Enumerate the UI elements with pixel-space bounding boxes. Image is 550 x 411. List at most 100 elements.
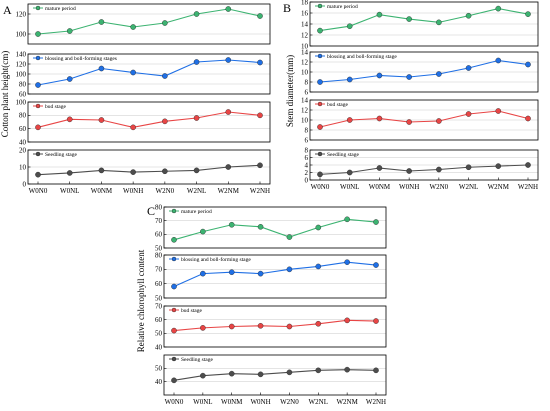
data-point — [257, 59, 263, 66]
data-point — [171, 327, 177, 334]
subplot-frame — [309, 1, 539, 47]
data-point — [525, 115, 531, 122]
x-tick-label: W0NH — [250, 398, 270, 406]
data-point — [162, 168, 168, 175]
subplot-frame — [27, 101, 271, 143]
data-point — [436, 71, 442, 77]
data-point — [35, 31, 41, 37]
y-tick-label: 70 — [155, 217, 163, 225]
data-point — [162, 118, 168, 125]
legend-label: blossing and boll-forming stage — [181, 256, 251, 263]
y-tick-label: 14 — [301, 96, 309, 104]
data-point — [436, 19, 442, 26]
data-point — [130, 124, 136, 131]
data-point — [525, 11, 531, 17]
y-tick-label: 10 — [19, 163, 27, 171]
data-point — [376, 115, 383, 122]
data-point — [225, 109, 232, 115]
y-tick-label: 40 — [155, 378, 163, 386]
data-point — [225, 57, 232, 63]
legend-label: bud stage — [181, 308, 202, 314]
x-tick-label: W0N0 — [29, 187, 48, 195]
data-point — [495, 57, 502, 64]
data-point — [346, 76, 353, 83]
y-tick-label: 10 — [301, 68, 309, 76]
subplot-frame — [27, 53, 271, 95]
data-point — [200, 325, 206, 331]
series-line — [173, 369, 377, 381]
series-line — [173, 218, 377, 241]
data-point — [200, 270, 206, 277]
series-line — [319, 8, 529, 32]
y-tick-label: 20 — [19, 146, 27, 154]
legend-marker — [317, 53, 323, 59]
data-point — [495, 108, 502, 114]
data-point — [286, 369, 293, 376]
legend-label: Seedling stage — [327, 152, 359, 158]
data-point — [344, 216, 350, 223]
data-point — [66, 28, 73, 34]
x-tick-label: W2NH — [250, 187, 270, 195]
x-tick-label: W0NH — [123, 187, 143, 195]
x-tick-label: W2N0 — [280, 398, 299, 406]
panel-letter: B — [283, 1, 291, 15]
data-point — [376, 165, 383, 171]
y-tick-label: 16 — [301, 9, 309, 17]
subplot-frame — [309, 149, 539, 181]
legend-marker — [35, 103, 41, 109]
y-tick-label: 100 — [16, 70, 27, 78]
y-tick-label: 60 — [155, 280, 163, 288]
y-tick-label: 80 — [19, 80, 27, 88]
x-tick-label: W2NH — [518, 183, 538, 191]
y-tick-label: 6 — [305, 88, 309, 96]
legend-marker — [171, 356, 177, 362]
y-tick-label: 120 — [16, 60, 27, 68]
data-point — [98, 65, 105, 72]
subplot-frame — [309, 51, 539, 93]
legend-marker — [317, 151, 323, 157]
data-point — [257, 224, 264, 230]
legend-label: Seedling stage — [45, 152, 77, 158]
data-point — [35, 124, 41, 131]
data-point — [162, 73, 168, 79]
legend-marker — [35, 151, 41, 157]
data-point — [465, 164, 472, 171]
y-tick-label: 2 — [305, 169, 309, 177]
legend-label: bud stage — [327, 102, 348, 108]
data-point — [171, 236, 177, 243]
data-point — [376, 11, 383, 18]
x-tick-label: W2NM — [336, 398, 358, 406]
data-point — [66, 116, 73, 123]
y-tick-label: 6 — [305, 136, 309, 144]
subplot-frame — [163, 254, 387, 299]
subplot-frame — [163, 354, 387, 396]
data-point — [406, 74, 412, 80]
y-axis-label: Cotton plant height(cm) — [0, 51, 10, 137]
y-tick-label: 140 — [16, 50, 27, 58]
y-axis-label: Relative chlorophyll content — [136, 249, 146, 352]
data-point — [228, 370, 235, 377]
y-tick-label: 80 — [19, 112, 27, 120]
data-point — [257, 13, 263, 19]
subplot-frame — [27, 149, 271, 185]
series-line — [37, 164, 261, 176]
data-point — [257, 270, 264, 277]
y-tick-label: 60 — [19, 90, 27, 98]
data-point — [228, 269, 235, 276]
x-tick-label: W2NL — [309, 398, 328, 406]
data-point — [193, 115, 200, 121]
data-point — [193, 11, 200, 17]
y-tick-label: 12 — [301, 31, 309, 39]
data-point — [98, 167, 105, 174]
x-tick-label: W0NL — [60, 187, 79, 195]
data-point — [465, 12, 472, 19]
legend-label: bud stage — [45, 104, 66, 110]
data-point — [495, 5, 502, 12]
data-point — [317, 124, 323, 130]
legend-label: Seedling stage — [181, 357, 213, 363]
legend-marker — [35, 55, 41, 61]
y-tick-label: 100 — [16, 98, 27, 106]
data-point — [98, 117, 105, 123]
data-point — [225, 164, 232, 170]
